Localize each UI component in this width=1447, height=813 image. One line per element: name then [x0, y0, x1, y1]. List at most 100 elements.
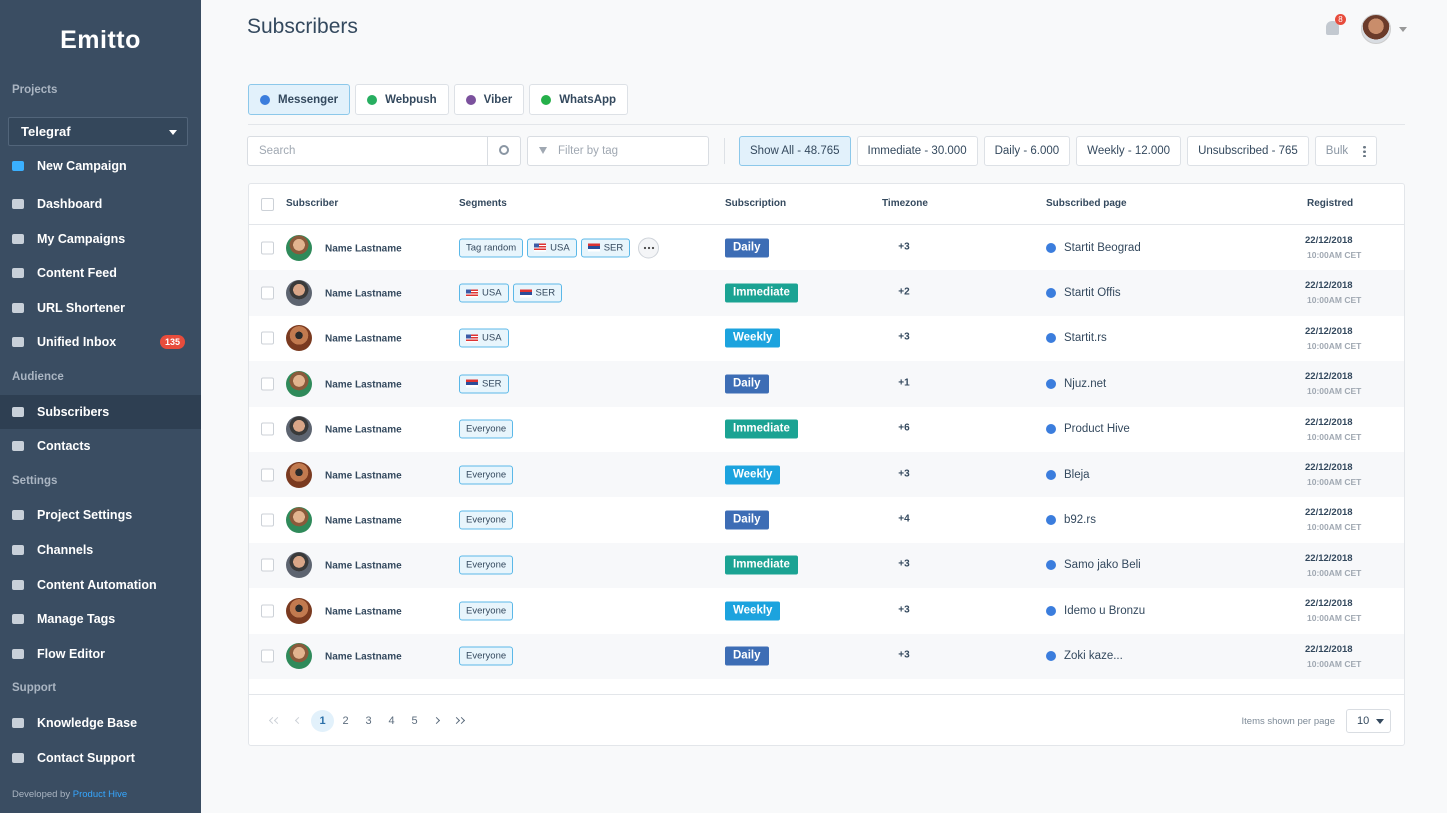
segment-tag[interactable]: USA [527, 238, 577, 258]
label: Content Automation [37, 577, 157, 592]
page-number[interactable]: 5 [411, 715, 418, 727]
checkbox[interactable] [261, 422, 274, 436]
segment-tag[interactable]: Tag random [459, 238, 524, 258]
checkbox[interactable] [261, 286, 274, 300]
segment-label: Everyone [466, 559, 507, 571]
page-icon [1046, 469, 1056, 480]
segment-tag[interactable]: Everyone [459, 419, 514, 439]
subscribed-page: b92.rs [1064, 514, 1096, 527]
segment-tag[interactable]: Everyone [459, 601, 514, 621]
segment-tag[interactable]: Everyone [459, 646, 514, 666]
checkbox[interactable] [261, 649, 274, 663]
page-arrow[interactable] [449, 710, 472, 732]
page-arrow[interactable] [288, 710, 311, 732]
table-card: Subscriber Segments Subscription Timezone Su… [248, 183, 1405, 746]
tag-filter[interactable]: Filter by tag [527, 136, 709, 166]
segment-tag[interactable]: Everyone [459, 510, 514, 530]
subscription-badge: Daily [725, 510, 769, 530]
nav-item[interactable]: Manage Tags [0, 602, 201, 637]
segments: USA [459, 328, 513, 348]
bulk-button[interactable]: Bulk [1314, 136, 1378, 166]
checkbox[interactable] [261, 468, 274, 482]
segment-label: SER [535, 287, 556, 299]
icon [12, 302, 24, 313]
page-arrow[interactable] [426, 710, 449, 732]
icon [12, 337, 24, 348]
segment-tag[interactable]: SER [512, 283, 563, 303]
nav-item[interactable]: Project Settings [0, 498, 201, 533]
segment-tag[interactable]: USA [459, 283, 509, 303]
filter-icon [539, 147, 547, 154]
tab[interactable]: Webpush [355, 84, 449, 115]
segment-tag[interactable]: Everyone [459, 465, 514, 485]
nav-item[interactable]: Subscribers [0, 394, 201, 430]
checkbox[interactable] [261, 604, 274, 618]
page-number[interactable]: 4 [388, 715, 395, 727]
page-number[interactable]: 3 [365, 715, 372, 727]
caret [1376, 719, 1384, 724]
page-number[interactable]: 1 [311, 710, 334, 732]
tab-icon [465, 94, 476, 105]
nav-item[interactable]: Unified Inbox 135 [0, 325, 201, 360]
checkbox[interactable] [261, 513, 274, 527]
tab[interactable]: WhatsApp [529, 84, 629, 115]
search-input[interactable]: Search [247, 136, 488, 166]
tab[interactable]: Viber [453, 84, 525, 115]
checkbox[interactable] [261, 558, 274, 572]
filter-button[interactable]: Immediate - 30.000 [856, 136, 978, 166]
label: Unified Inbox [37, 335, 117, 350]
footer-border [249, 694, 1404, 695]
checkbox[interactable] [261, 377, 274, 391]
footer-link[interactable]: Product Hive [72, 789, 128, 800]
filter-button[interactable]: Unsubscribed - 765 [1187, 136, 1309, 166]
subscription-badge: Weekly [725, 465, 781, 485]
project-select[interactable]: Telegraf [8, 117, 188, 146]
segment-label: USA [482, 287, 502, 299]
nav-item[interactable]: URL Shortener [0, 291, 201, 326]
nav-item[interactable]: Channels [0, 533, 201, 568]
segment-tag[interactable]: SER [580, 238, 631, 258]
divider [248, 124, 1405, 125]
tab-label: WhatsApp [559, 93, 617, 106]
profile-avatar[interactable] [1361, 14, 1391, 44]
tab-icon [367, 94, 378, 105]
search-button[interactable] [487, 136, 521, 166]
page-number[interactable]: 2 [342, 715, 349, 727]
nav-item[interactable]: My Campaigns [0, 222, 201, 257]
nav-item[interactable]: Content Automation [0, 568, 201, 603]
column-header: Segments [459, 198, 507, 209]
new-campaign[interactable]: New Campaign [0, 149, 201, 184]
filter-button[interactable]: Show All - 48.765 [739, 136, 851, 166]
registered-time: 10:00AM CET [1307, 613, 1362, 624]
filter-button[interactable]: Weekly - 12.000 [1076, 136, 1182, 166]
page-arrow[interactable] [265, 710, 288, 732]
timezone: +3 [898, 331, 910, 343]
filter-button[interactable]: Daily - 6.000 [983, 136, 1071, 166]
icon [12, 233, 24, 244]
table-row: Name Lastname Everyone Daily +3 Zoki kaze...… [249, 633, 1404, 679]
tab[interactable]: Messenger [248, 84, 351, 115]
caret [169, 130, 177, 135]
nav-item[interactable]: Content Feed [0, 256, 201, 291]
segment-tag[interactable]: SER [459, 374, 509, 394]
checkbox[interactable] [261, 241, 274, 255]
segment-tag[interactable]: USA [459, 328, 509, 348]
checkbox[interactable] [261, 331, 274, 345]
nav-item[interactable]: Knowledge Base [0, 706, 201, 741]
nav-item[interactable]: Dashboard [0, 187, 201, 222]
per-page-value: 10 [1357, 715, 1370, 727]
timezone: +1 [898, 377, 910, 389]
nav-item[interactable]: Flow Editor [0, 637, 201, 672]
segment-tag[interactable]: Everyone [459, 555, 514, 575]
more-button[interactable] [638, 237, 660, 259]
avatar [286, 461, 312, 488]
nav: Dashboard My Campaigns Content Feed URL Sho… [0, 187, 201, 775]
nav-item[interactable]: Contact Support [0, 741, 201, 776]
bell[interactable] [1326, 21, 1339, 35]
segment-label: Everyone [466, 469, 507, 481]
per-page-select[interactable]: 10 [1346, 709, 1391, 733]
checkbox[interactable] [261, 198, 274, 211]
avatar [286, 507, 312, 534]
nav-item[interactable]: Contacts [0, 429, 201, 464]
